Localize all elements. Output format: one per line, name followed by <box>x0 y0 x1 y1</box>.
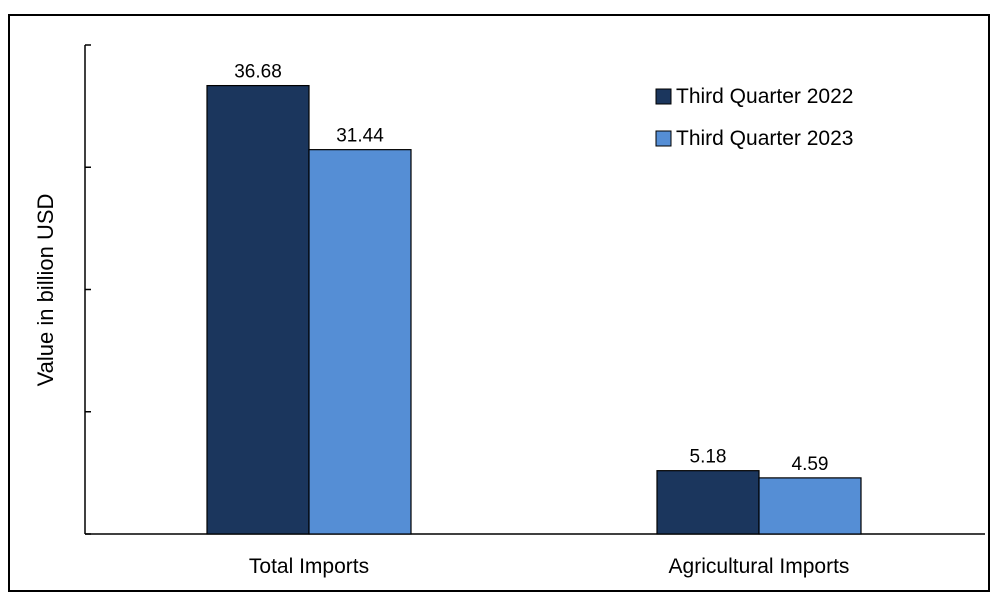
legend-label-0: Third Quarter 2022 <box>676 85 853 108</box>
data-label-0-1: 31.44 <box>336 126 384 147</box>
data-label-1-0: 5.18 <box>690 447 727 468</box>
legend-swatch-0 <box>655 88 672 105</box>
x-tick-labels-group: Total Imports Agricultural Imports <box>249 555 850 578</box>
legend-label-1: Third Quarter 2023 <box>676 127 853 150</box>
legend-swatch-1 <box>655 130 672 147</box>
data-label-0-0: 36.68 <box>234 62 282 83</box>
bar-1-1 <box>758 477 862 535</box>
bar-1-0 <box>656 470 760 535</box>
x-tick-label: Total Imports <box>249 555 369 578</box>
legend: Third Quarter 2022 Third Quarter 2023 <box>655 85 853 150</box>
y-axis-label: Value in billion USD <box>33 194 58 387</box>
bar-0-0 <box>206 84 310 535</box>
y-axis-ticks <box>85 44 91 535</box>
data-labels-group: 36.68 31.44 5.18 4.59 <box>234 62 828 475</box>
bar-0-1 <box>308 149 412 535</box>
bars-group <box>206 84 862 535</box>
data-label-1-1: 4.59 <box>792 454 829 475</box>
x-tick-label: Agricultural Imports <box>669 555 850 578</box>
